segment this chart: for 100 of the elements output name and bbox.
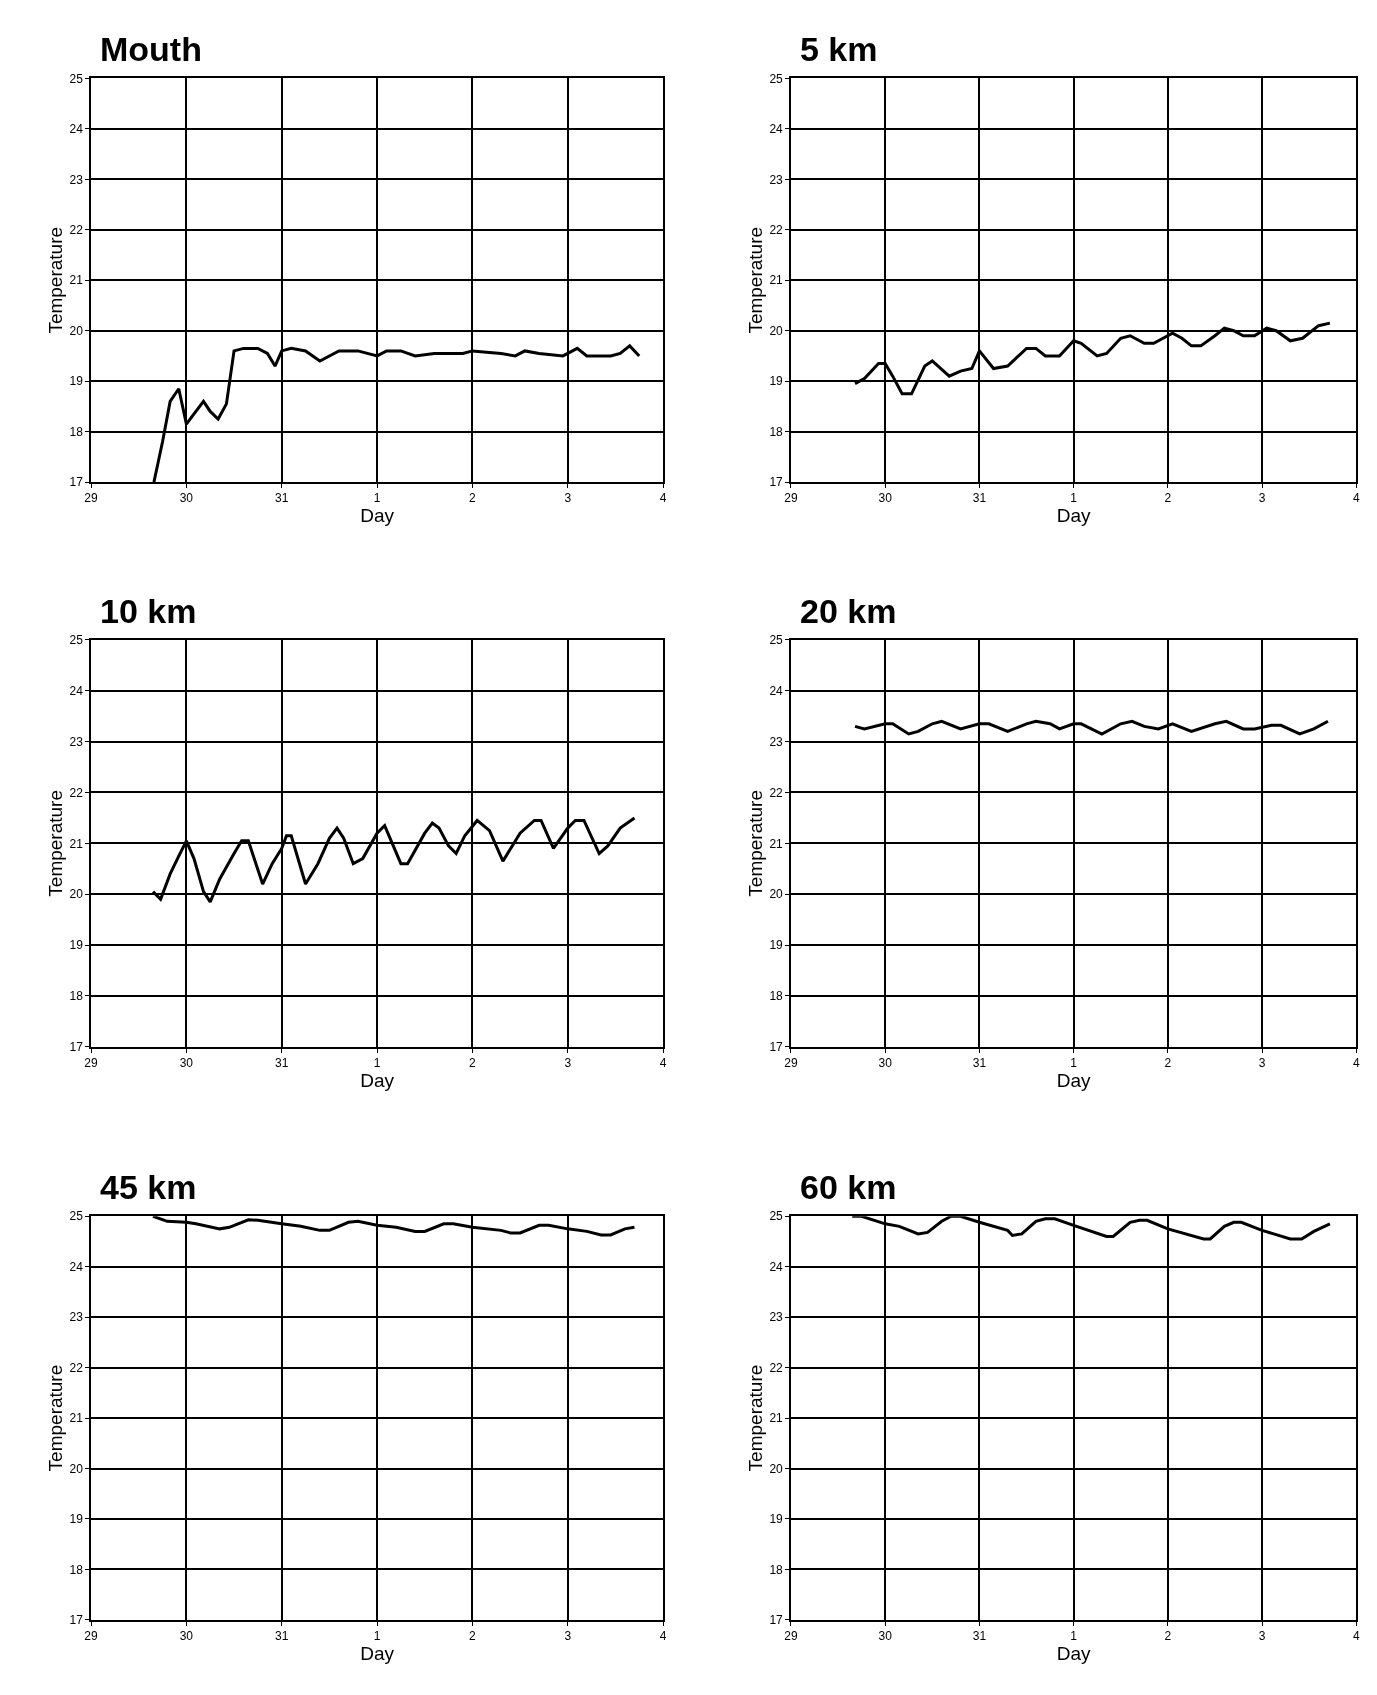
y-tick-label: 17: [769, 1613, 784, 1628]
y-tick-label: 18: [69, 424, 84, 439]
x-tick-label: 1: [373, 491, 381, 506]
y-tick-label: 24: [769, 683, 784, 698]
y-tick-label: 20: [769, 323, 784, 338]
y-tick-label: 22: [769, 1360, 784, 1375]
y-tick-label: 17: [769, 475, 784, 490]
y-tick-label: 23: [69, 1310, 84, 1325]
x-tick-label: 29: [84, 491, 99, 506]
x-tick-label: 31: [972, 1055, 987, 1070]
y-tick-label: 24: [69, 1259, 84, 1274]
y-tick-label: 22: [69, 785, 84, 800]
x-tick-label: 3: [1258, 1055, 1266, 1070]
x-tick-label: 1: [1070, 1629, 1078, 1644]
x-tick-label: 3: [564, 1629, 572, 1644]
x-axis-title: Day: [360, 1643, 395, 1665]
y-tick-label: 22: [769, 785, 784, 800]
y-tick-label: 25: [769, 1209, 784, 1224]
x-tick-label: 3: [1258, 1629, 1266, 1644]
x-tick-label: 29: [784, 491, 798, 506]
x-tick-label: 31: [972, 1629, 987, 1644]
x-tick-label: 29: [784, 1629, 798, 1644]
y-tick-label: 21: [769, 1411, 784, 1426]
y-tick-label: 17: [69, 475, 84, 490]
y-tick-label: 25: [69, 71, 84, 86]
x-tick-label: 30: [179, 1055, 194, 1070]
y-axis-title: Temperature: [744, 226, 766, 334]
x-axis-title: Day: [360, 1069, 395, 1091]
x-tick-label: 3: [564, 1055, 572, 1070]
x-tick-label: 2: [1164, 1055, 1172, 1070]
y-tick-label: 23: [769, 1310, 784, 1325]
x-tick-label: 2: [469, 1629, 477, 1644]
y-tick-label: 23: [769, 172, 784, 187]
x-tick-label: 1: [373, 1629, 381, 1644]
x-axis-title: Day: [360, 505, 395, 527]
x-tick-label: 1: [1070, 1055, 1078, 1070]
x-tick-label: 4: [659, 491, 667, 506]
y-tick-label: 25: [69, 633, 84, 648]
x-tick-label: 1: [373, 1055, 381, 1070]
y-tick-label: 19: [769, 1512, 784, 1527]
y-tick-label: 22: [769, 223, 784, 238]
chart-title: 45 km: [100, 1168, 197, 1206]
x-tick-label: 4: [1352, 1055, 1360, 1070]
x-tick-label: 3: [564, 491, 572, 506]
y-axis-title: Temperature: [44, 790, 66, 897]
x-tick-label: 30: [179, 491, 194, 506]
y-tick-label: 23: [769, 734, 784, 749]
chart-title: 5 km: [800, 30, 878, 68]
y-tick-label: 17: [69, 1040, 84, 1055]
y-tick-label: 24: [769, 1259, 784, 1274]
x-tick-label: 29: [784, 1055, 798, 1070]
y-tick-label: 17: [769, 1040, 784, 1055]
x-tick-label: 1: [1070, 491, 1078, 506]
y-tick-label: 25: [769, 633, 784, 648]
y-tick-label: 24: [69, 683, 84, 698]
x-axis-title: Day: [1056, 1643, 1091, 1665]
y-tick-label: 21: [69, 1411, 84, 1426]
y-tick-label: 20: [69, 1461, 84, 1476]
x-tick-label: 31: [275, 1629, 289, 1644]
y-axis-title: Temperature: [744, 790, 766, 897]
chart-title: 20 km: [800, 592, 897, 630]
chart-title: 10 km: [100, 592, 197, 630]
x-tick-label: 4: [659, 1055, 667, 1070]
y-tick-label: 22: [69, 1360, 84, 1375]
x-tick-label: 30: [179, 1629, 194, 1644]
y-tick-label: 19: [769, 938, 784, 953]
x-tick-label: 3: [1258, 491, 1266, 506]
y-tick-label: 18: [769, 1562, 784, 1577]
x-tick-label: 2: [1164, 491, 1172, 506]
x-tick-label: 31: [275, 1055, 289, 1070]
x-tick-label: 4: [1352, 491, 1360, 506]
y-tick-label: 23: [69, 734, 84, 749]
y-tick-label: 19: [69, 938, 84, 953]
x-axis-title: Day: [1056, 505, 1091, 527]
y-tick-label: 21: [69, 273, 84, 288]
y-tick-label: 18: [69, 1562, 84, 1577]
x-tick-label: 2: [469, 1055, 477, 1070]
chart-title: Mouth: [100, 30, 202, 68]
y-axis-title: Temperature: [744, 1364, 766, 1472]
x-tick-label: 31: [972, 491, 987, 506]
x-tick-label: 30: [878, 491, 893, 506]
x-tick-label: 29: [84, 1055, 99, 1070]
x-tick-label: 2: [469, 491, 477, 506]
y-tick-label: 24: [69, 122, 84, 137]
x-tick-label: 30: [878, 1055, 893, 1070]
y-tick-label: 21: [769, 273, 784, 288]
y-tick-label: 19: [69, 1512, 84, 1527]
y-tick-label: 18: [69, 989, 84, 1004]
y-tick-label: 25: [69, 1209, 84, 1224]
y-tick-label: 25: [769, 71, 784, 86]
chart-title: 60 km: [800, 1168, 897, 1206]
y-tick-label: 21: [69, 836, 84, 851]
y-tick-label: 23: [69, 172, 84, 187]
y-axis-title: Temperature: [44, 226, 66, 334]
x-tick-label: 29: [84, 1629, 99, 1644]
y-tick-label: 20: [769, 1461, 784, 1476]
y-axis-title: Temperature: [44, 1364, 66, 1472]
y-tick-label: 22: [69, 223, 84, 238]
y-tick-label: 19: [69, 374, 84, 389]
x-axis-title: Day: [1056, 1069, 1091, 1091]
